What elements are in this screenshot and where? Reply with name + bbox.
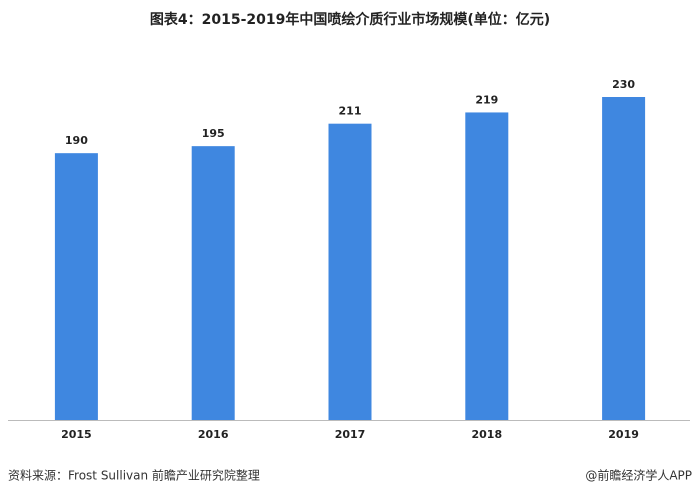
credit: @前瞻经济学人APP [585, 468, 692, 483]
bar [602, 97, 646, 420]
value-label: 211 [339, 105, 362, 118]
x-tick-label: 2019 [608, 428, 639, 441]
bar [191, 146, 235, 421]
bar [328, 123, 372, 420]
bar [54, 153, 98, 420]
value-label: 219 [475, 93, 498, 106]
bar [465, 112, 509, 421]
x-tick-label: 2016 [198, 428, 229, 441]
chart-title: 图表4：2015-2019年中国喷绘介质行业市场规模(单位：亿元) [150, 11, 550, 28]
x-tick-label: 2015 [61, 428, 92, 441]
value-label: 230 [612, 78, 635, 91]
x-tick-label: 2018 [471, 428, 502, 441]
value-label: 190 [65, 134, 88, 147]
source: 资料来源：Frost Sullivan 前瞻产业研究院整理 [8, 468, 260, 483]
value-label: 195 [202, 127, 225, 140]
x-tick-label: 2017 [335, 428, 366, 441]
